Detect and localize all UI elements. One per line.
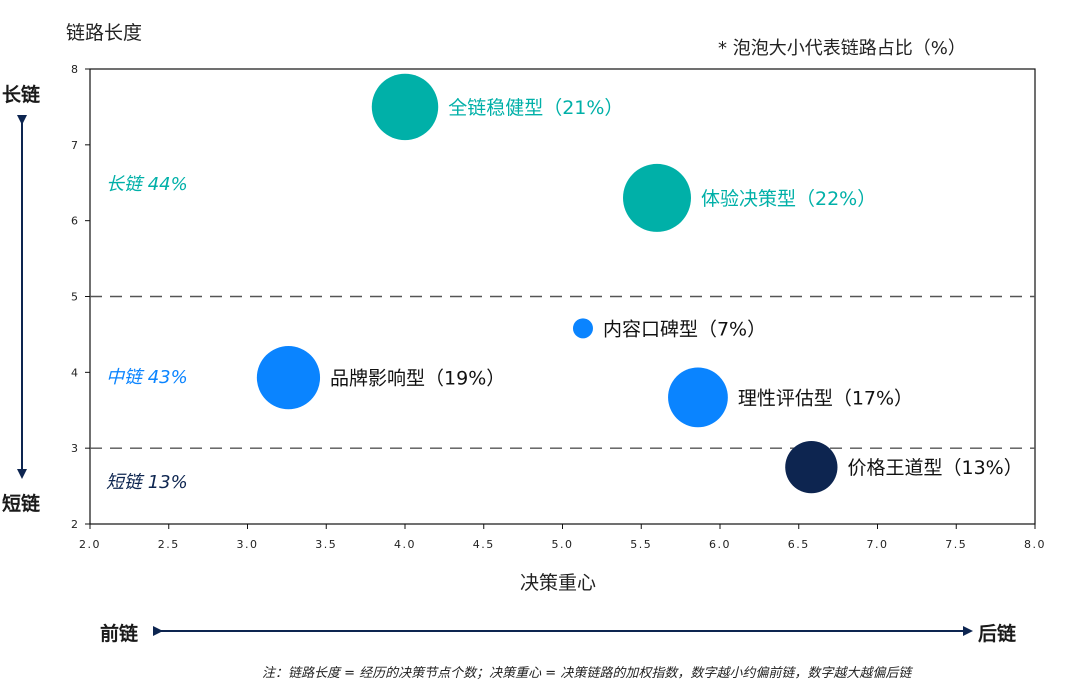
front-chain-label: 前链 [100,623,139,645]
x-tick-label: 7.5 [945,538,967,551]
x-axis-label: 决策重心 [520,572,597,594]
zone-label: 长链 44% [106,174,188,195]
x-tick-label: 2.0 [79,538,101,551]
bubble-label: 体验决策型（22%） [701,188,876,210]
y-tick-label: 2 [71,518,78,531]
x-tick-label: 2.5 [158,538,180,551]
back-chain-label: 后链 [978,623,1017,645]
x-tick-label: 3.5 [315,538,337,551]
long-chain-label: 长链 [2,84,41,106]
bubble [371,73,439,141]
y-axis-label: 链路长度 [66,22,143,44]
bubble [668,367,728,428]
x-tick-label: 5.0 [552,538,574,551]
bubble [623,163,691,232]
x-tick-label: 4.5 [473,538,495,551]
zone-label: 短链 13% [106,472,188,493]
bubble [785,440,838,494]
y-tick-label: 8 [71,63,78,76]
bubble-label: 价格王道型（13%） [847,457,1022,479]
x-tick-label: 7.0 [867,538,889,551]
x-tick-label: 6.0 [709,538,731,551]
footnote: 注：链路长度 = 经历的决策节点个数；决策重心 = 决策链路的加权指数，数字越小… [262,666,912,681]
bubble-label: 内容口碑型（7%） [603,318,766,340]
zone-label: 中链 43% [106,367,188,388]
y-tick-label: 3 [71,442,78,455]
y-tick-label: 5 [71,291,78,304]
y-tick-label: 4 [71,366,78,379]
x-tick-label: 5.5 [630,538,652,551]
bubble-size-note: * 泡泡大小代表链路占比（%） [718,38,966,59]
bubble [256,346,321,410]
x-tick-label: 6.5 [788,538,810,551]
y-tick-label: 7 [71,139,78,152]
x-tick-label: 3.0 [237,538,259,551]
x-tick-label: 4.0 [394,538,416,551]
y-tick-label: 6 [71,215,78,228]
short-chain-label: 短链 [2,493,41,515]
bubble [572,318,593,339]
x-tick-label: 8.0 [1024,538,1046,551]
bubble-label: 品牌影响型（19%） [330,368,505,390]
bubble-label: 全链稳健型（21%） [448,97,623,119]
bubble-label: 理性评估型（17%） [738,387,913,409]
